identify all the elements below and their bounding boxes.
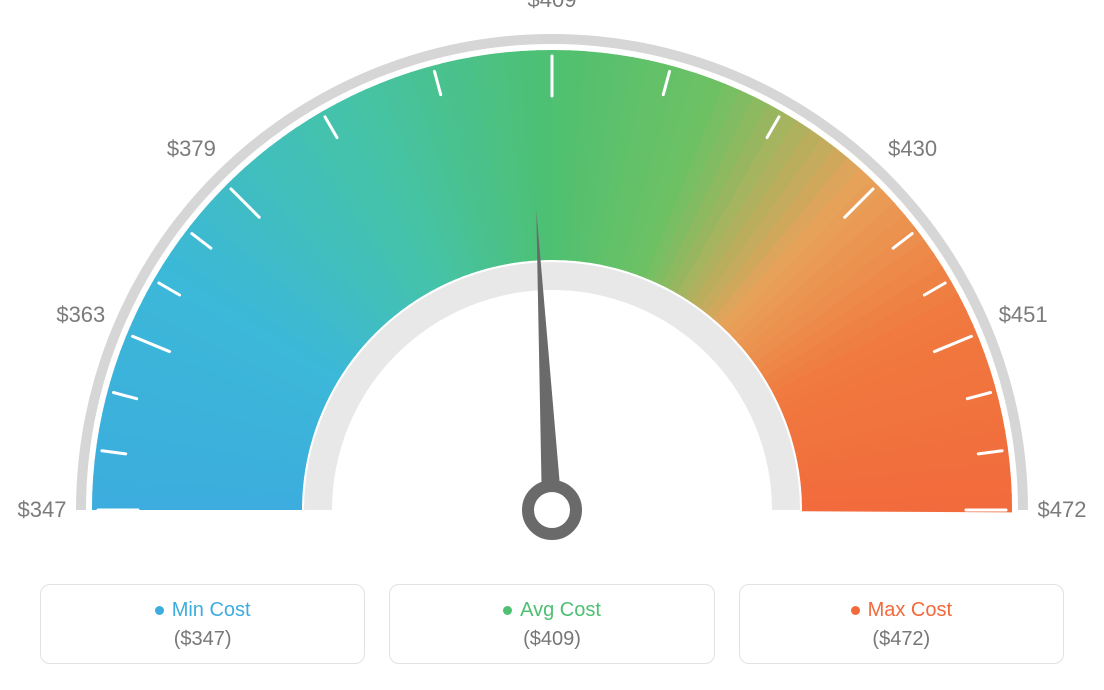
gauge-chart: $347 $363 $379 $409 $430 $451 $472: [0, 0, 1104, 560]
gauge-tick-label: $363: [56, 302, 105, 328]
legend-value-min: ($347): [41, 628, 364, 651]
legend-card-min: Min Cost ($347): [40, 584, 365, 664]
gauge-tick-label: $409: [528, 0, 577, 13]
gauge-svg: [0, 0, 1104, 560]
dot-avg: [503, 606, 512, 615]
legend-text-min: Min Cost: [172, 599, 251, 622]
legend-label-max: Max Cost: [740, 599, 1063, 622]
legend-text-avg: Avg Cost: [520, 599, 601, 622]
gauge-tick-label: $451: [999, 302, 1048, 328]
legend-label-avg: Avg Cost: [390, 599, 713, 622]
legend-card-avg: Avg Cost ($409): [389, 584, 714, 664]
gauge-tick-label: $347: [18, 497, 67, 523]
legend-text-max: Max Cost: [868, 599, 952, 622]
legend-value-max: ($472): [740, 628, 1063, 651]
legend-card-max: Max Cost ($472): [739, 584, 1064, 664]
dot-min: [155, 606, 164, 615]
gauge-tick-label: $430: [888, 136, 937, 162]
dot-max: [851, 606, 860, 615]
gauge-tick-label: $379: [167, 136, 216, 162]
gauge-tick-label: $472: [1038, 497, 1087, 523]
legend-label-min: Min Cost: [41, 599, 364, 622]
legend-row: Min Cost ($347) Avg Cost ($409) Max Cost…: [40, 584, 1064, 664]
legend-value-avg: ($409): [390, 628, 713, 651]
